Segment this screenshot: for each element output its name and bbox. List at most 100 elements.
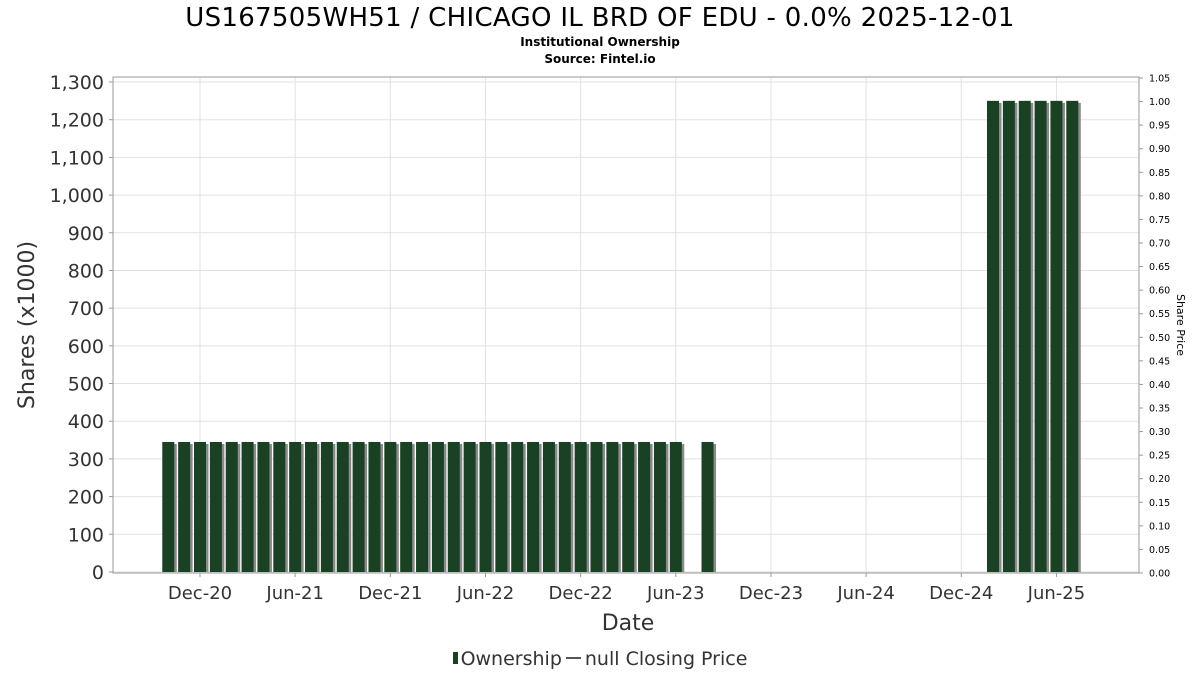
- y-tick-label: 400: [68, 411, 104, 433]
- y2-axis-label: Share Price: [1174, 294, 1187, 356]
- y-tick-label: 500: [68, 374, 104, 396]
- x-axis-label: Date: [602, 611, 655, 636]
- x-tick-label: Dec-22: [549, 583, 613, 604]
- bar: [511, 441, 524, 572]
- y-tick-label: 800: [68, 260, 104, 282]
- bar: [241, 441, 254, 572]
- y2-tick-label: 0.75: [1149, 215, 1170, 226]
- chart-grid: [113, 77, 1139, 573]
- bar: [463, 441, 476, 572]
- y2-tick-label: 0.80: [1149, 191, 1170, 202]
- bar: [162, 441, 175, 572]
- bar: [336, 441, 349, 572]
- y2-tick-label: 0.30: [1149, 427, 1170, 438]
- y-tick-label: 200: [68, 487, 104, 509]
- y2-tick-label: 0.70: [1149, 239, 1170, 250]
- y2-tick-label: 0.35: [1149, 404, 1170, 415]
- bar: [590, 441, 603, 572]
- y2-tick-label: 0.45: [1149, 356, 1170, 367]
- bar: [1066, 100, 1079, 572]
- y2-tick-label: 0.10: [1149, 521, 1170, 532]
- y2-tick-label: 0.00: [1149, 569, 1170, 580]
- bar: [1050, 100, 1063, 572]
- y2-tick-label: 0.60: [1149, 286, 1170, 297]
- plot-area: [112, 76, 1140, 574]
- legend: Ownership null Closing Price: [0, 648, 1200, 670]
- bar: [1034, 100, 1047, 572]
- y-tick-label: 700: [68, 298, 104, 320]
- bar: [574, 441, 587, 572]
- y2-tick-label: 1.05: [1149, 74, 1170, 85]
- bar: [320, 441, 333, 572]
- y2-tick-label: 0.65: [1149, 262, 1170, 273]
- x-tick-label: Dec-20: [168, 583, 232, 604]
- bar: [542, 441, 555, 572]
- x-tick-label: Jun-22: [456, 583, 515, 604]
- legend-ownership: Ownership: [460, 648, 562, 670]
- y2-tick-label: 0.20: [1149, 474, 1170, 485]
- bar: [368, 441, 381, 572]
- bar: [352, 441, 365, 572]
- y-tick-label: 1,300: [50, 72, 104, 94]
- bar: [669, 441, 682, 572]
- bar: [209, 441, 222, 572]
- y-tick-label: 300: [68, 449, 104, 471]
- y-tick-label: 900: [68, 223, 104, 245]
- y2-tick-label: 0.50: [1149, 333, 1170, 344]
- bar: [225, 441, 238, 572]
- x-tick-label: Jun-25: [1027, 583, 1086, 604]
- bar: [447, 441, 460, 572]
- x-tick-label: Jun-23: [646, 583, 705, 604]
- y2-tick-label: 0.25: [1149, 451, 1170, 462]
- y2-tick-label: 0.15: [1149, 498, 1170, 509]
- bar: [527, 441, 540, 572]
- bar: [431, 441, 444, 572]
- closing-price-legend-line: [565, 656, 581, 659]
- chart-source: Source: Fintel.io: [544, 52, 656, 66]
- y2-tick-label: 0.85: [1149, 168, 1170, 179]
- ownership-legend-swatch: [452, 651, 458, 664]
- y2-tick-label: 0.90: [1149, 144, 1170, 155]
- bar: [384, 441, 397, 572]
- y2-tick-label: 0.40: [1149, 380, 1170, 391]
- bar: [701, 441, 714, 572]
- x-tick-label: Dec-21: [358, 583, 422, 604]
- y-tick-label: 100: [68, 524, 104, 546]
- bar: [495, 441, 508, 572]
- bar: [257, 441, 270, 572]
- y2-tick-label: 0.05: [1149, 545, 1170, 556]
- y-axis-ticks: 0 100 200 300 400 500 600 700 800 900 1,000 1,100 1,…: [50, 72, 113, 584]
- bar: [1018, 100, 1031, 572]
- y-tick-label: 1,100: [50, 147, 104, 169]
- y2-axis-ticks: 0.00 0.05 0.10 0.15 0.20 0.25 0.30 0.35 0.40 0.45…: [1139, 74, 1170, 580]
- bar: [606, 441, 619, 572]
- y-tick-label: 600: [68, 336, 104, 358]
- y2-tick-label: 0.95: [1149, 121, 1170, 132]
- bar: [987, 100, 999, 572]
- bar: [194, 441, 206, 572]
- bar: [558, 441, 571, 572]
- legend-closing-price: null Closing Price: [584, 648, 748, 670]
- bar: [305, 441, 318, 572]
- y2-tick-label: 1.00: [1149, 97, 1170, 108]
- y2-tick-label: 0.55: [1149, 309, 1170, 320]
- bar: [289, 441, 302, 572]
- chart-title: US167505WH51 / CHICAGO IL BRD OF EDU - 0…: [185, 3, 1015, 33]
- bar: [479, 441, 492, 572]
- x-tick-label: Jun-24: [836, 583, 895, 604]
- x-axis-ticks: Dec-20 Jun-21 Dec-21 Jun-22 Dec-22 Jun-23 Dec-…: [168, 573, 1085, 604]
- y-tick-label: 0: [92, 562, 104, 584]
- bar: [416, 441, 429, 572]
- y-axis-label: Shares (x1000): [15, 241, 40, 409]
- bar: [622, 441, 635, 572]
- bar: [273, 441, 286, 572]
- bar: [653, 441, 666, 572]
- x-tick-label: Dec-24: [929, 583, 993, 604]
- y-tick-label: 1,200: [50, 110, 104, 132]
- bar: [638, 441, 651, 572]
- bar: [400, 441, 413, 572]
- ownership-bars: [162, 100, 1081, 572]
- y-tick-label: 1,000: [50, 185, 104, 207]
- bar: [1002, 100, 1015, 572]
